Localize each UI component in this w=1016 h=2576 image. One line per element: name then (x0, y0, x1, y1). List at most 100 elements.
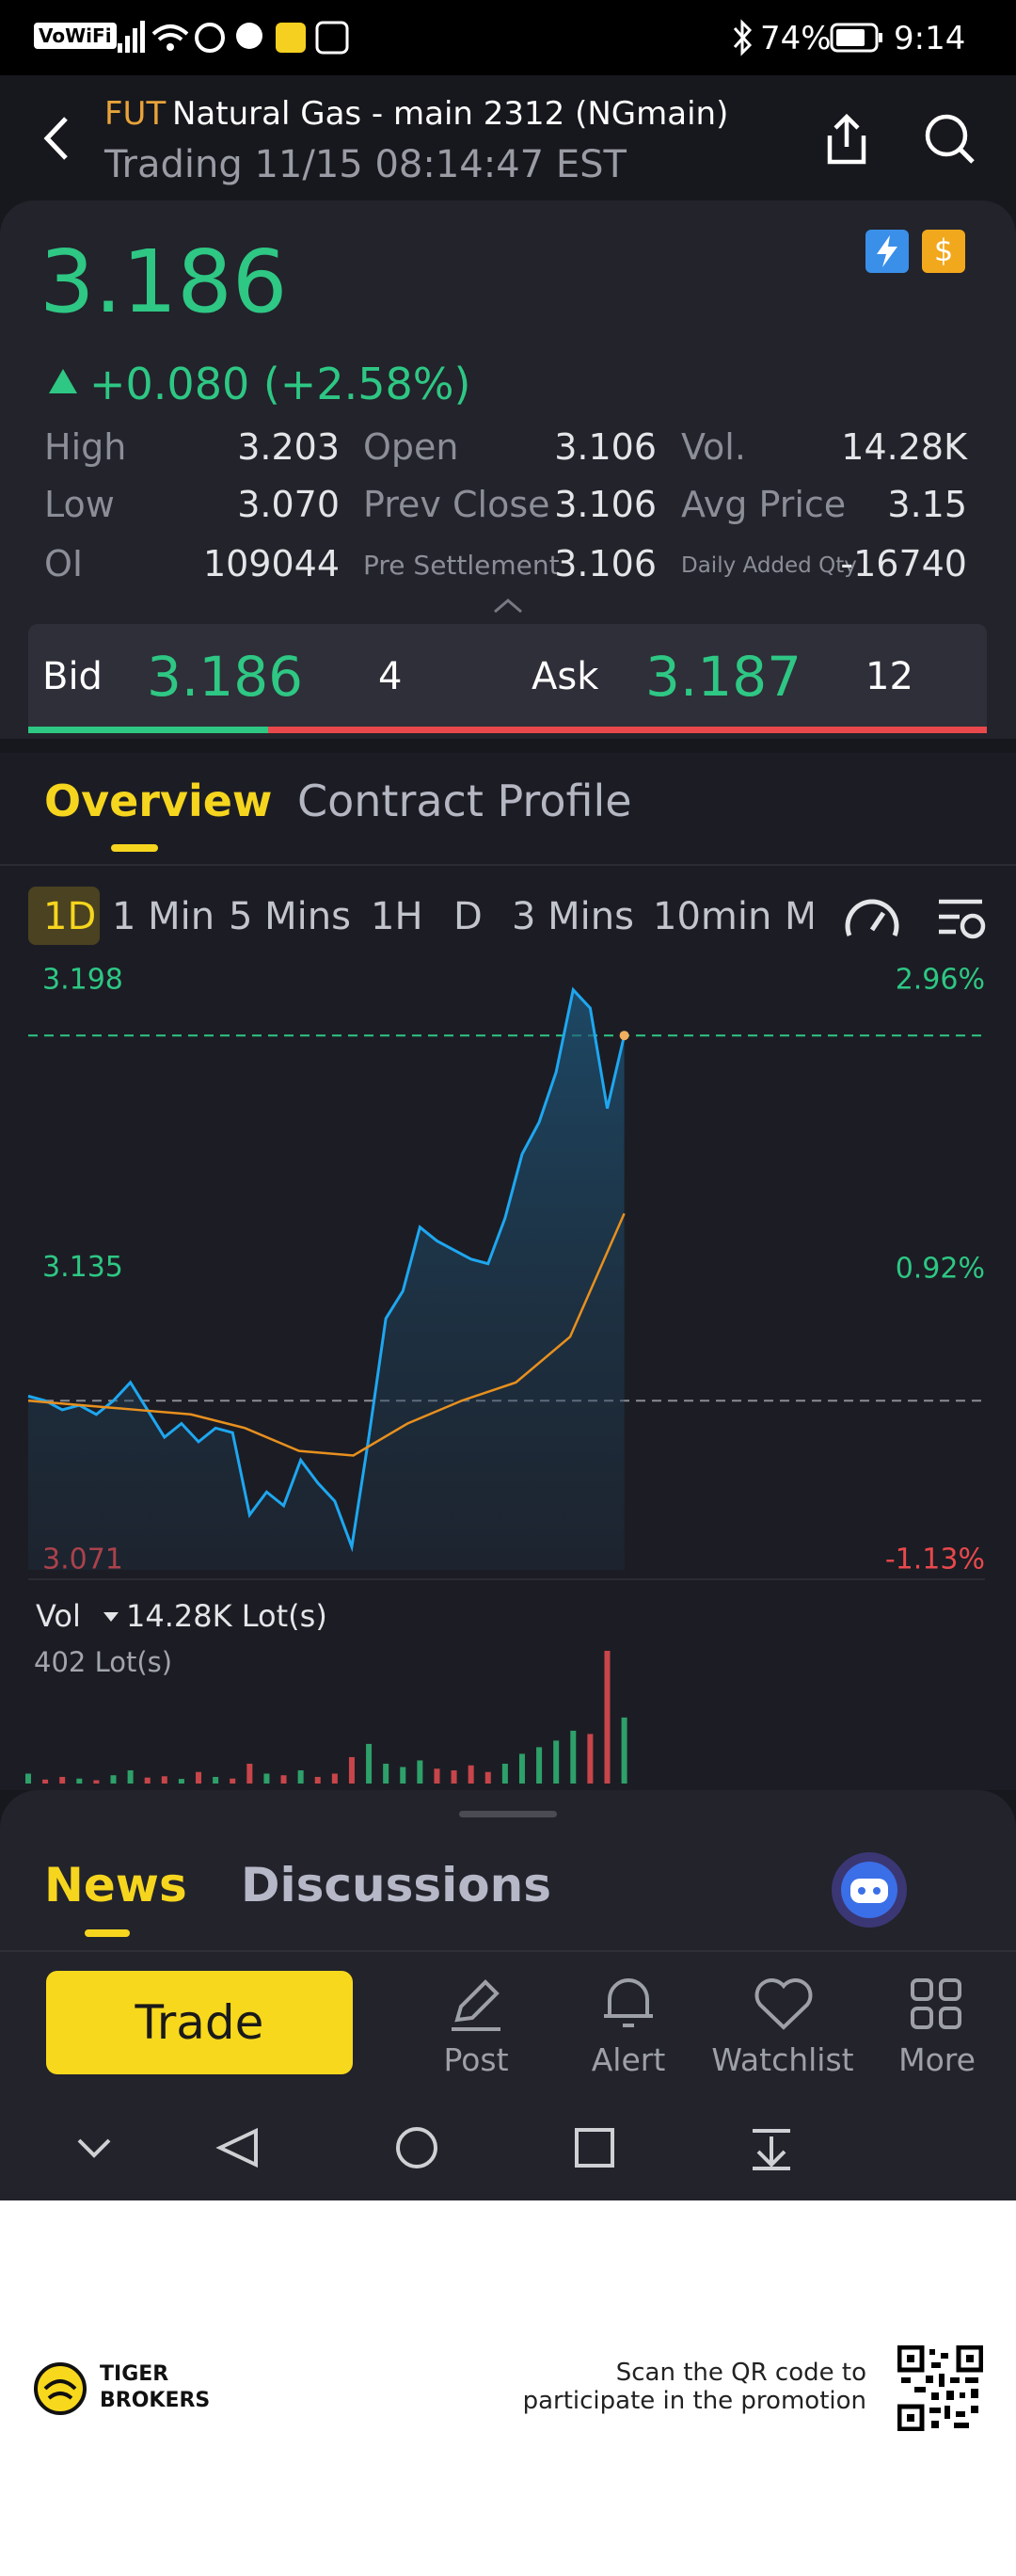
volume-bar (178, 1779, 184, 1784)
brand-line: BROKERS (100, 2389, 211, 2412)
wifi-badge: VoWiFi (34, 23, 117, 49)
timeframe[interactable]: 1D (43, 895, 97, 938)
stat-label: Prev Close (363, 484, 550, 525)
timeframe[interactable]: 10min (653, 895, 772, 938)
y-tick-label: 3.198 (42, 964, 123, 997)
volume-bar (518, 1753, 525, 1784)
timeframe[interactable]: M (785, 895, 813, 938)
tab[interactable]: Discussions (241, 1858, 552, 1912)
search-button[interactable] (922, 111, 978, 168)
collapse-caret[interactable] (491, 597, 525, 616)
bid-size: 4 (378, 655, 403, 698)
timeframe[interactable]: 3 Mins (512, 895, 634, 938)
stat-label: Open (363, 426, 459, 468)
settings-button[interactable] (935, 894, 988, 943)
stat-label: OI (44, 543, 84, 584)
stat-value: 3.15 (887, 484, 967, 525)
volume-bar (230, 1778, 236, 1784)
price-change: +0.080 (+2.58%) (89, 359, 471, 409)
tab-active[interactable]: Overview (44, 776, 273, 826)
action-label[interactable]: Alert (591, 2041, 666, 2078)
bid-label: Bid (42, 655, 103, 698)
sheet-handle[interactable] (459, 1811, 557, 1817)
qr-code (897, 2345, 983, 2431)
stat-label: Daily Added Qty (681, 553, 857, 578)
divider (0, 1950, 1016, 1952)
volume-bar (553, 1740, 560, 1784)
indicator-button[interactable] (842, 892, 902, 945)
volume-bar (246, 1763, 253, 1784)
intraday-chart: 3.1983.1353.0712.96%0.92%-1.13%Vol14.28K… (25, 964, 985, 1784)
volume-bar (434, 1768, 440, 1784)
volume-bar (213, 1776, 219, 1784)
volume-bar (280, 1775, 287, 1784)
price-area (28, 989, 625, 1570)
promo-line: Scan the QR code to (615, 2359, 866, 2387)
volume-total: 14.28K Lot(s) (126, 1598, 327, 1634)
promo-line: participate in the promotion (522, 2387, 866, 2415)
battery-icon (830, 23, 882, 53)
share-button[interactable] (820, 111, 873, 168)
volume-bar (366, 1743, 373, 1784)
volume-bar (59, 1776, 66, 1784)
timeframe[interactable]: 1H (371, 895, 423, 938)
volume-bar (451, 1769, 457, 1784)
tab-active[interactable]: News (44, 1858, 187, 1912)
stat-value: 3.070 (237, 484, 340, 525)
y2-tick-label: 2.96% (896, 964, 985, 997)
ask-volume-bar (267, 727, 987, 733)
y-tick-label: 3.135 (42, 1251, 123, 1284)
volume-bar (42, 1779, 49, 1784)
stat-value: 3.203 (237, 426, 340, 468)
volume-bar (536, 1747, 543, 1784)
badge: FUT (104, 95, 167, 133)
timeframe[interactable]: D (453, 895, 483, 938)
volume-bar (621, 1717, 627, 1784)
stat-value: 3.106 (554, 426, 657, 468)
status-icons (118, 21, 349, 55)
stat-label: Vol. (681, 426, 746, 468)
volume-bar (570, 1730, 577, 1784)
ask-price: 3.187 (645, 645, 802, 709)
trade-button[interactable] (46, 1971, 353, 2074)
volume-bar (110, 1775, 117, 1784)
tab[interactable]: Contract Profile (297, 776, 632, 826)
action-label[interactable]: More (898, 2041, 976, 2078)
alert-icon (604, 1978, 653, 2027)
back-button[interactable] (38, 115, 75, 162)
volume-bar (468, 1765, 474, 1784)
bid-volume-bar (28, 727, 268, 733)
assistant-button[interactable] (828, 1848, 911, 1931)
ask-size: 12 (865, 655, 913, 698)
bid-price: 3.186 (147, 645, 304, 709)
brand-logo (34, 2362, 87, 2415)
stat-label: Avg Price (681, 484, 847, 525)
volume-bar (25, 1773, 31, 1784)
action-label[interactable]: Post (443, 2041, 509, 2078)
volume-bar (196, 1771, 202, 1784)
bid-ask-box (28, 624, 987, 732)
volume-label: Vol (36, 1598, 81, 1634)
tab-indicator (85, 1929, 130, 1937)
divider (0, 864, 1016, 866)
volume-max-label: 402 Lot(s) (34, 1646, 172, 1678)
nav-icons[interactable] (0, 2118, 1016, 2200)
volume-bar (587, 1734, 594, 1784)
nav-bar (0, 2118, 1016, 2200)
timeframe[interactable]: 5 Mins (229, 895, 351, 938)
feature-icons[interactable]: $ (864, 228, 969, 275)
volume-bar (383, 1763, 389, 1784)
timeframe[interactable]: 1 Min (112, 895, 215, 938)
action-label[interactable]: Watchlist (711, 2041, 854, 2078)
volume-bar (604, 1651, 611, 1784)
price-line (27, 986, 627, 1553)
svg-text:$: $ (934, 232, 953, 268)
volume-bar (348, 1756, 355, 1784)
post-icon (452, 1979, 500, 2031)
volume-bar (161, 1776, 167, 1784)
footer (0, 2200, 1016, 2576)
timeframe-selected-bg (28, 887, 100, 945)
stat-value: 109044 (202, 543, 340, 584)
volume-bar (76, 1778, 83, 1784)
